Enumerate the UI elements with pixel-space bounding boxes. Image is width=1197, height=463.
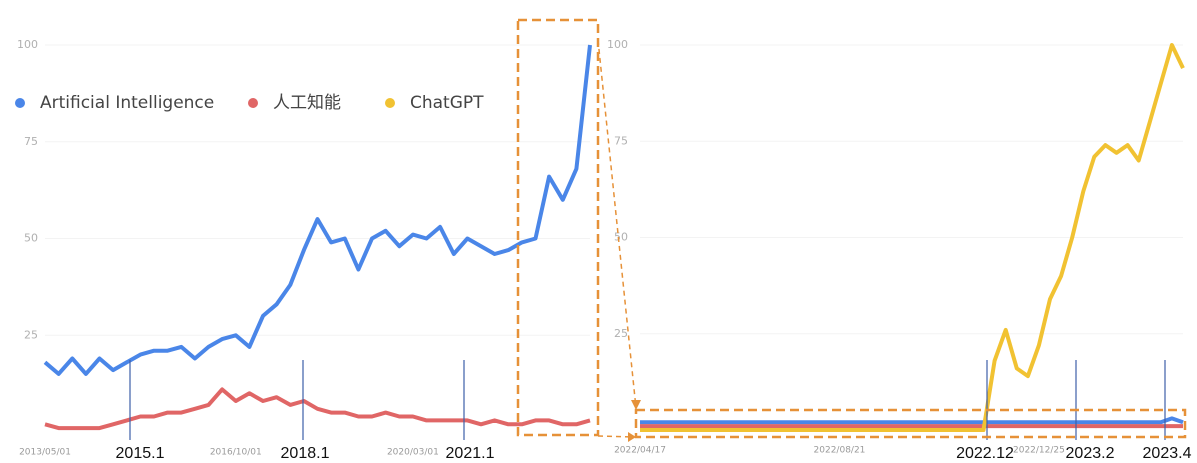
- zoom-arrow: [597, 39, 637, 409]
- x-tick-label: 2016/10/01: [210, 448, 262, 458]
- x-tick-label: 2020/03/01: [387, 448, 439, 458]
- data-line: [640, 416, 1184, 425]
- legend-marker: [15, 98, 25, 108]
- y-tick-label: 50: [614, 231, 628, 244]
- zoom-indicator: [516, 18, 1187, 442]
- data-line: [640, 43, 1185, 432]
- x-tick-label: 2022/04/17: [614, 446, 666, 456]
- annotation: 2023.2: [1066, 445, 1115, 462]
- data-line: [43, 44, 592, 376]
- y-tick-label: 25: [614, 327, 628, 340]
- legend-marker: [248, 98, 258, 108]
- y-tick-label: 75: [614, 134, 628, 147]
- y-tick-label: 100: [17, 38, 38, 51]
- data-line: [44, 387, 591, 431]
- y-tick-label: 100: [607, 38, 628, 51]
- annotation: 2015.1: [116, 445, 165, 462]
- annotation: 2021.1: [446, 445, 495, 462]
- arrow-head: [631, 400, 641, 410]
- zoom-box: [634, 408, 1187, 439]
- zoom-box: [516, 18, 600, 437]
- legend-marker: [385, 98, 395, 108]
- x-tick-label: 2022/08/21: [814, 446, 866, 456]
- y-tick-label: 75: [24, 135, 38, 148]
- legend-label: Artificial Intelligence: [40, 93, 214, 113]
- legend-label: ChatGPT: [410, 93, 484, 113]
- x-tick-label: 2013/05/01: [19, 448, 71, 458]
- annotation: 2022.12: [956, 445, 1014, 462]
- annotation: 2018.1: [281, 445, 330, 462]
- annotation: 2023.4: [1143, 445, 1192, 462]
- y-tick-label: 50: [24, 232, 38, 245]
- arrow-head: [628, 432, 636, 442]
- x-tick-label: 2022/12/25: [1013, 446, 1065, 456]
- legend-label: 人工知能: [273, 93, 341, 113]
- y-tick-label: 25: [24, 328, 38, 341]
